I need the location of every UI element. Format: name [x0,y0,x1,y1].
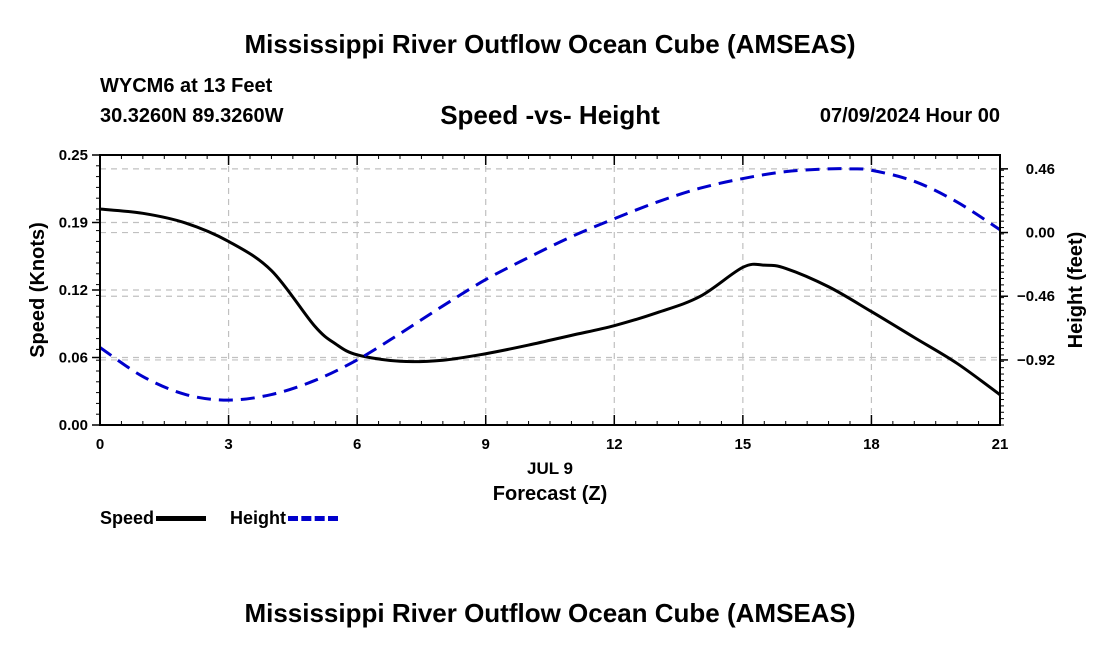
x-tick-label: 15 [735,436,752,453]
y-tick-label: 0.12 [59,282,88,299]
x-tick-label: 3 [224,436,232,453]
series-lines [99,167,1001,402]
station-label: WYCM6 at 13 Feet [100,75,273,97]
x-tick-label: 6 [353,436,361,453]
y2-tick-label: 0.46 [1026,161,1055,178]
axis-labels: 0 3 6 9 12 15 18 21 0.00 0.06 0.12 0.19 0.25 −0.92 −0.… [27,147,1087,505]
x-axis-title: Forecast (Z) [493,483,607,505]
legend-height-label: Height [230,508,286,528]
x-tick-label: 0 [96,436,104,453]
y-tick-label: 0.19 [59,215,88,232]
y-tick-label: 0.06 [59,350,88,367]
x-tick-label: 9 [482,436,490,453]
chart-title: Mississippi River Outflow Ocean Cube (AM… [244,29,856,59]
x-axis-date-label: JUL 9 [527,459,573,478]
legend-height-swatch [288,516,338,521]
y2-tick-label: −0.46 [1017,288,1055,305]
grid-lines [100,155,1000,425]
y2-tick-label: −0.92 [1017,352,1055,369]
x-tick-label: 12 [606,436,623,453]
y-tick-label: 0.25 [59,147,88,164]
y2-tick-label: 0.00 [1026,225,1055,242]
y-tick-label: 0.00 [59,417,88,434]
legend-height: Height [230,508,338,529]
height-series-line [99,167,1001,402]
y-axis-title: Speed (Knots) [27,222,49,358]
y2-axis-title: Height (feet) [1065,232,1087,349]
speed-series-line [99,207,1001,396]
legend-speed-swatch [156,516,207,521]
x-tick-label: 21 [992,436,1009,453]
legend-speed-label: Speed [100,508,155,528]
chart-subtitle: Speed -vs- Height [440,100,660,130]
plot-frame [99,154,1001,426]
x-tick-label: 18 [863,436,880,453]
legend-speed: Speed [100,508,207,529]
station-coordinates: 30.3260N 89.3260W [100,105,284,127]
footer-title: Mississippi River Outflow Ocean Cube (AM… [244,598,856,628]
forecast-datetime: 07/09/2024 Hour 00 [819,105,1000,127]
